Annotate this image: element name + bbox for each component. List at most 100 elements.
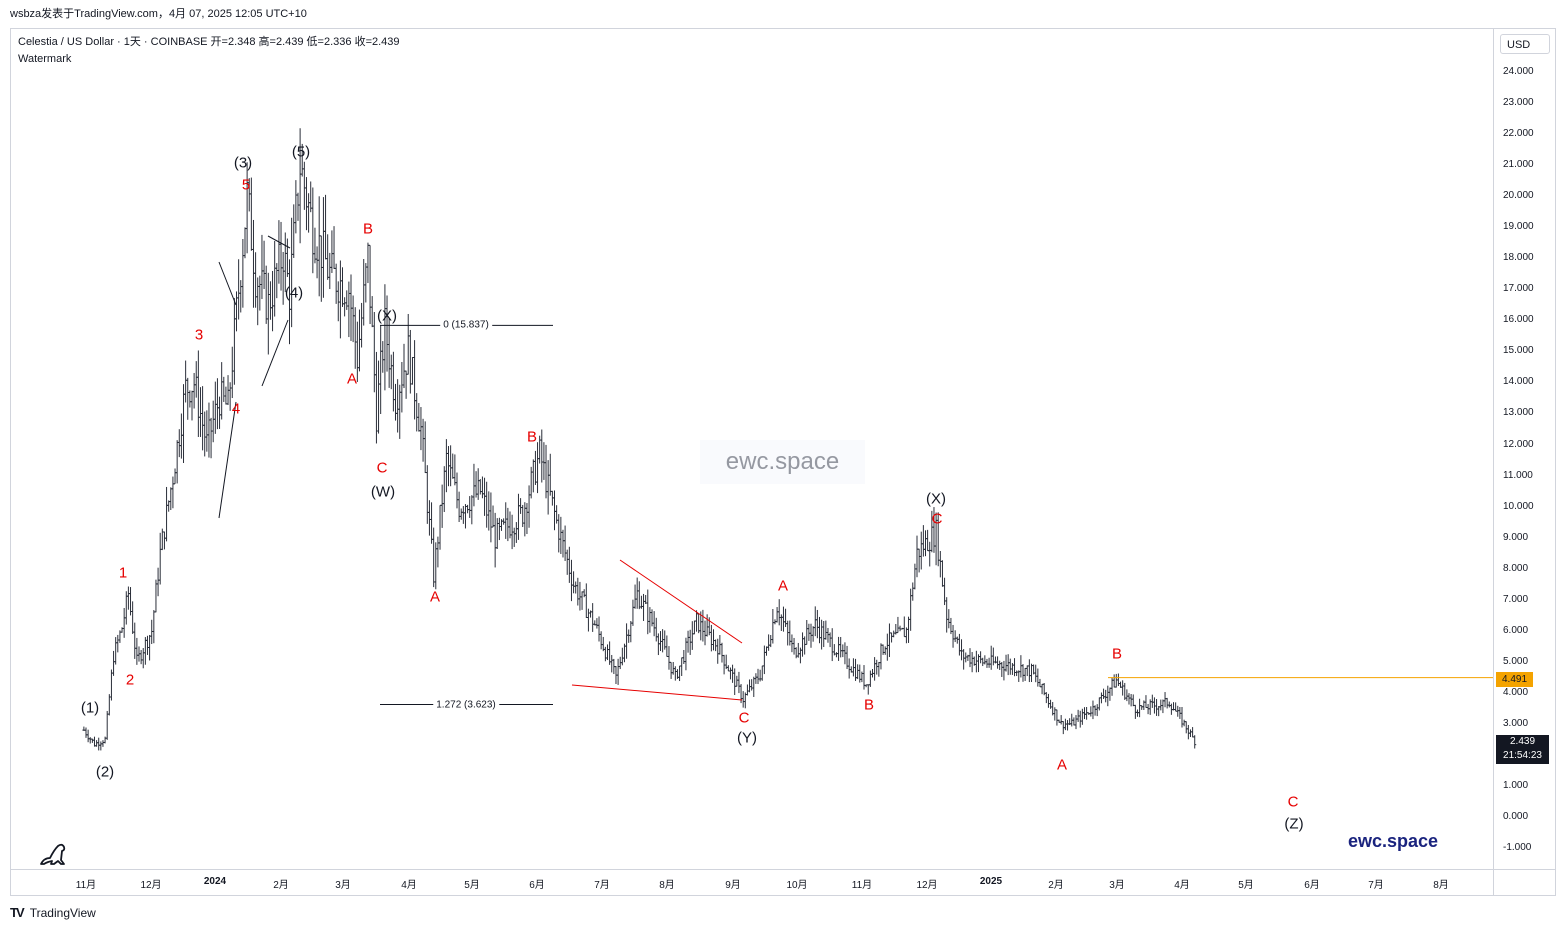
tradingview-logo-icon: TV: [10, 905, 25, 920]
time-tick-label: 3月: [335, 880, 351, 891]
wave-label: (Z): [1284, 815, 1304, 833]
symbol-legend: Celestia / US Dollar · 1天 · COINBASE 开=2…: [18, 34, 400, 68]
price-tick-label: 20.000: [1503, 190, 1534, 202]
publish-info: wsbza发表于TradingView.com，4月 07, 2025 12:0…: [10, 8, 307, 20]
wave-label: (Y): [737, 729, 757, 747]
wave-label: (5): [291, 143, 311, 161]
wedge-lower-line: [218, 401, 237, 519]
price-tick-label: 21.000: [1503, 159, 1534, 171]
wedge-upper-line: [218, 261, 237, 306]
price-tick-label: 11.000: [1503, 469, 1533, 481]
wave-label: B: [526, 428, 538, 446]
wave-label: C: [1287, 793, 1299, 811]
wave-label: C: [376, 459, 388, 477]
price-tick-label: 4.000: [1503, 686, 1529, 698]
wave-label: 5: [241, 176, 251, 194]
wave-label: 2: [125, 671, 135, 689]
chart-frame: [10, 28, 1556, 896]
current-price: 2.439: [1509, 736, 1536, 747]
price-tick-label: 1.000: [1503, 779, 1529, 791]
price-tick-label: 22.000: [1503, 128, 1534, 140]
currency-selector[interactable]: USD: [1500, 34, 1550, 54]
fib-level-label: 1.272 (3.623): [433, 699, 499, 711]
wave-label: (X): [926, 490, 946, 508]
symbol-ohlc[interactable]: Celestia / US Dollar · 1天 · COINBASE 开=2…: [18, 36, 400, 48]
price-tick-label: 15.000: [1503, 345, 1534, 357]
time-tick-label: 4月: [1174, 880, 1190, 891]
wave-label: B: [1111, 645, 1123, 663]
time-tick-label: 8月: [1433, 880, 1449, 891]
wave-label: A: [777, 577, 789, 595]
wave-label: (3): [233, 154, 253, 172]
time-tick-label: 5月: [464, 880, 480, 891]
time-tick-label: 4月: [401, 880, 417, 891]
corner-watermark: ewc.space: [1348, 831, 1439, 851]
price-tick-label: 12.000: [1503, 438, 1534, 450]
wave-label: 4: [231, 400, 241, 418]
time-tick-label: 8月: [659, 880, 675, 891]
wave-label: A: [429, 588, 441, 606]
level-price-tag: 4.491: [1496, 672, 1533, 687]
wave-label: 3: [194, 326, 204, 344]
wave-label: C: [931, 510, 943, 528]
time-tick-label: 2月: [1048, 880, 1064, 891]
time-tick-label: 7月: [1368, 880, 1384, 891]
fib-level-label: 0 (15.837): [440, 319, 492, 331]
time-axis-separator: [10, 869, 1556, 870]
price-tick-label: 13.000: [1503, 407, 1534, 419]
wave-label: (X): [377, 307, 397, 325]
time-tick-label: 2025: [979, 876, 1003, 887]
time-tick-label: 12月: [916, 880, 938, 891]
time-tick-label: 11月: [851, 880, 873, 891]
time-tick-label: 10月: [786, 880, 808, 891]
wave-label: B: [863, 696, 875, 714]
price-tick-label: 3.000: [1503, 717, 1529, 729]
current-price-tag: 2.439 21:54:23: [1496, 735, 1549, 764]
price-tick-label: 6.000: [1503, 624, 1529, 636]
price-tick-label: 5.000: [1503, 655, 1529, 667]
price-axis-separator: [1493, 28, 1494, 896]
price-tick-label: 9.000: [1503, 531, 1529, 543]
time-tick-label: 11月: [75, 880, 97, 891]
wave-label: (1): [80, 699, 100, 717]
triangle-lower-line: [571, 684, 743, 701]
wave-label: B: [362, 220, 374, 238]
indicator-name[interactable]: Watermark: [18, 53, 72, 65]
bar-countdown: 21:54:23: [1503, 750, 1542, 761]
time-tick-label: 12月: [140, 880, 162, 891]
time-tick-label: 6月: [1304, 880, 1320, 891]
triangle4-lower-line: [261, 319, 289, 387]
time-tick-label: 3月: [1109, 880, 1125, 891]
price-tick-label: 18.000: [1503, 252, 1534, 264]
price-tick-label: 7.000: [1503, 593, 1529, 605]
price-tick-label: 14.000: [1503, 376, 1534, 388]
price-tick-label: 8.000: [1503, 562, 1529, 574]
time-tick-label: 9月: [725, 880, 741, 891]
wave-label: 1: [118, 564, 128, 582]
time-tick-label: 6月: [529, 880, 545, 891]
time-tick-label: 5月: [1238, 880, 1254, 891]
price-tick-label: 0.000: [1503, 811, 1529, 822]
triangle-upper-line: [619, 559, 743, 644]
center-watermark: ewc.space: [700, 440, 865, 484]
price-tick-label: 16.000: [1503, 314, 1534, 326]
wave-label: (4): [284, 284, 304, 302]
price-tick-label: 17.000: [1503, 283, 1534, 295]
dinosaur-logo-icon[interactable]: [38, 840, 68, 868]
price-tick-label: 24.000: [1503, 66, 1534, 77]
time-tick-label: 2024: [203, 876, 227, 887]
triangle4-upper-line: [267, 235, 291, 249]
wave-label: A: [1056, 756, 1068, 774]
footer-brand-name: TradingView: [29, 906, 96, 920]
wave-label: C: [738, 709, 750, 727]
footer-brand[interactable]: TV TradingView: [10, 904, 96, 922]
price-tick-label: 19.000: [1503, 221, 1534, 233]
wave-label: A: [346, 370, 358, 388]
price-tick-label: -1.000: [1503, 842, 1532, 854]
time-tick-label: 7月: [594, 880, 610, 891]
wave-label: (2): [95, 763, 115, 781]
price-tick-label: 10.000: [1503, 500, 1534, 512]
wave-label: (W): [370, 483, 396, 501]
time-tick-label: 2月: [273, 880, 289, 891]
